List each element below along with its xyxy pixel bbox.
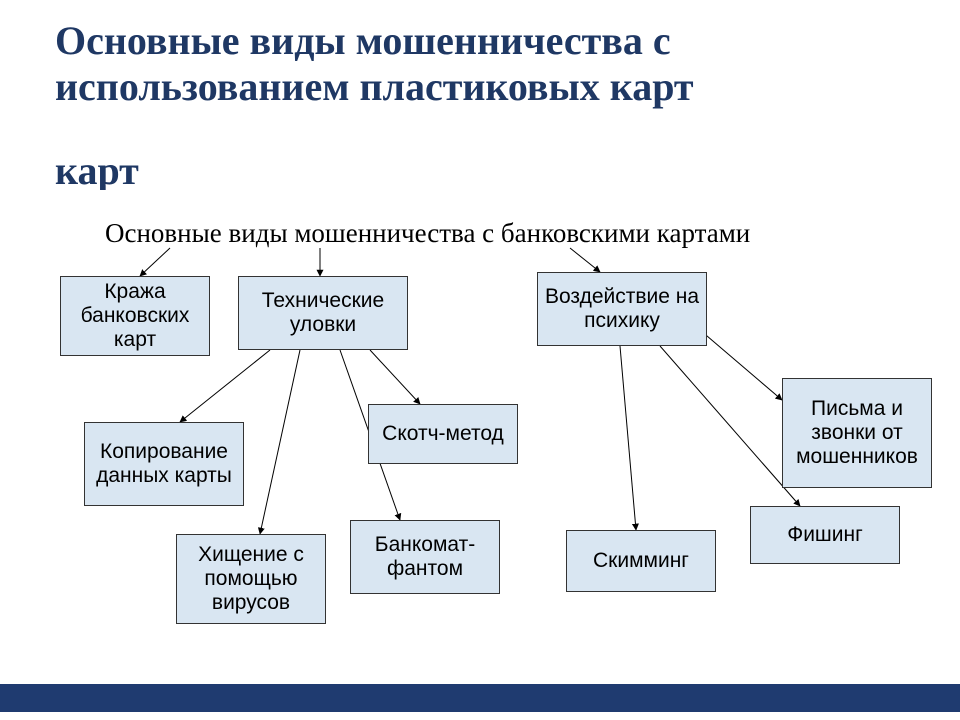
- edge: [700, 330, 782, 400]
- node-phish: Фишинг: [750, 506, 900, 564]
- node-tech: Технические уловки: [238, 276, 408, 350]
- node-skim: Скимминг: [566, 530, 716, 592]
- edge: [370, 350, 420, 404]
- edge: [140, 248, 170, 276]
- page-title: Основные виды мошенничества с использова…: [55, 18, 905, 110]
- node-psych: Воздействие на психику: [537, 272, 707, 346]
- node-copy: Копирование данных карты: [84, 422, 244, 506]
- node-scotch: Скотч-метод: [368, 404, 518, 464]
- node-theft: Кража банковских карт: [60, 276, 210, 356]
- edge: [570, 248, 600, 272]
- title-truncated-text: карт: [55, 148, 139, 193]
- edge: [620, 346, 636, 530]
- diagram-subtitle: Основные виды мошенничества с банковским…: [105, 218, 750, 249]
- edge: [260, 350, 300, 534]
- edge: [660, 346, 800, 506]
- edge: [180, 350, 270, 422]
- title-text: Основные виды мошенничества с использова…: [55, 18, 694, 109]
- content-area-mask: [0, 190, 960, 210]
- title-truncated-line: карт: [55, 148, 139, 194]
- node-atm: Банкомат-фантом: [350, 520, 500, 594]
- subtitle-text: Основные виды мошенничества с банковским…: [105, 218, 750, 248]
- node-virus: Хищение с помощью вирусов: [176, 534, 326, 624]
- node-letters: Письма и звонки от мошенников: [782, 378, 932, 488]
- decor-footer-bar: [0, 684, 960, 712]
